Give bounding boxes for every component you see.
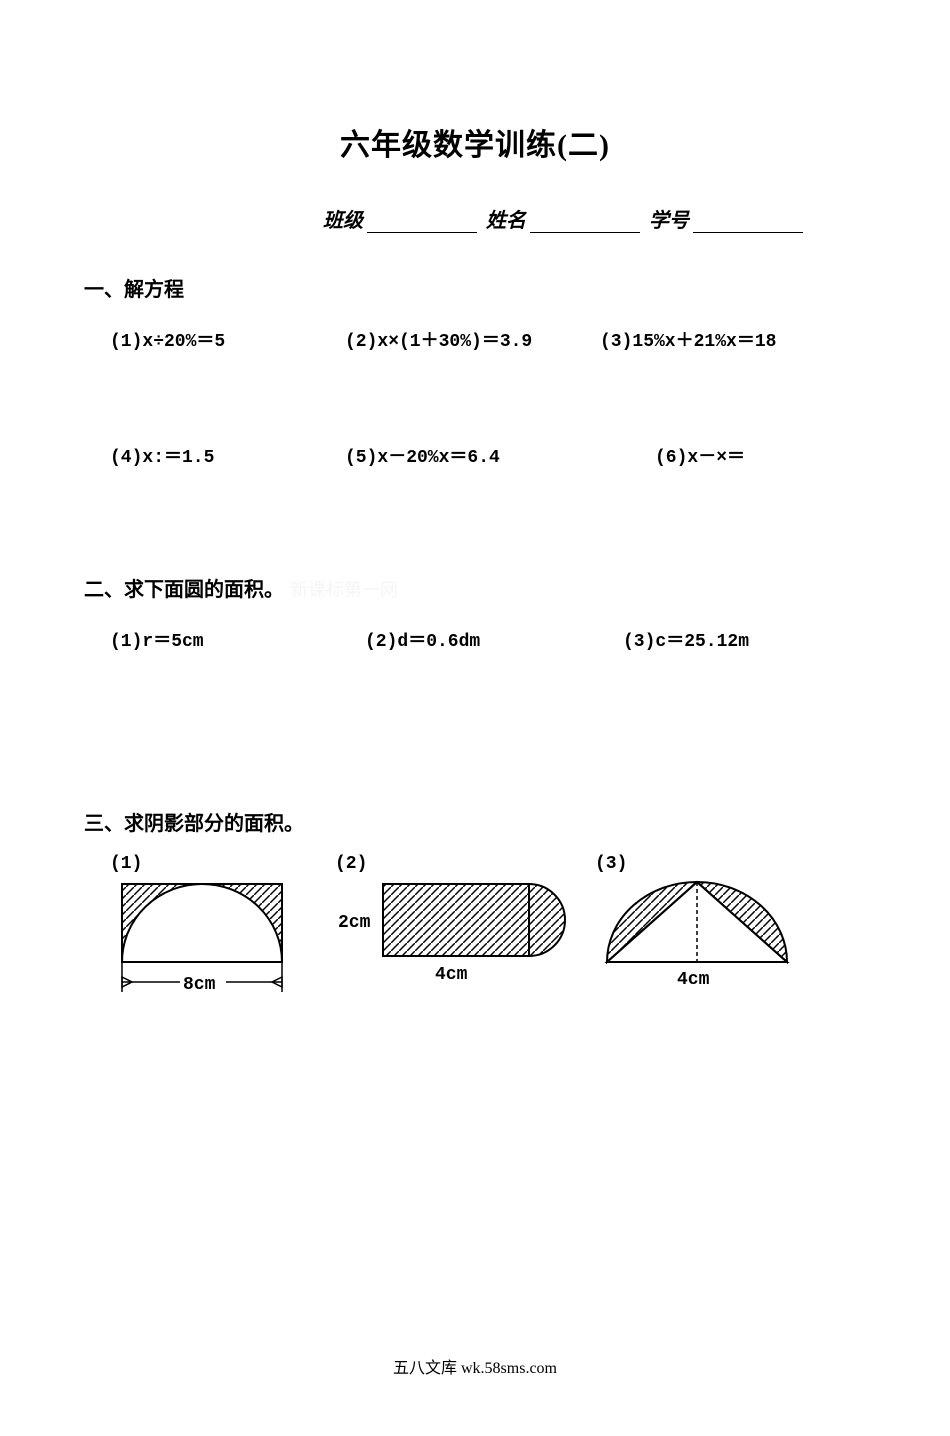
- shape-2-width: 4cm: [435, 965, 468, 985]
- shape-2-container: (2) 2cm 4cm: [335, 854, 595, 1009]
- shape-1-dim: 8cm: [183, 975, 216, 995]
- section3-row: (1) 8cm (2): [110, 854, 950, 1009]
- problem-2-2: (2)d＝0.6dm: [365, 626, 623, 652]
- problem-1-5: (5)x－20%x＝6.4: [345, 442, 600, 468]
- watermark: 新课标第一网: [290, 580, 398, 600]
- section2-title: 二、求下面圆的面积。新课标第一网: [84, 573, 950, 602]
- problem-1-2: (2)x×(1＋30%)＝3.9: [345, 326, 600, 352]
- shape-1-svg: 8cm: [110, 879, 310, 1009]
- problem-1-3: (3)15%x＋21%x＝18: [600, 326, 860, 352]
- problem-1-4: (4)x:＝1.5: [110, 442, 345, 468]
- problem-1-1: (1)x÷20%＝5: [110, 326, 345, 352]
- class-blank: [367, 232, 477, 233]
- name-blank: [530, 232, 640, 233]
- shape-1-label: (1): [110, 854, 335, 874]
- student-info: 班级 姓名 学号: [0, 204, 950, 233]
- page-title: 六年级数学训练(二): [0, 120, 950, 164]
- problem-2-3: (3)c＝25.12m: [623, 626, 823, 652]
- shape-2-label: (2): [335, 854, 595, 874]
- section1-row2: (4)x:＝1.5 (5)x－20%x＝6.4 (6)x－×＝: [110, 442, 950, 468]
- section1-row1: (1)x÷20%＝5 (2)x×(1＋30%)＝3.9 (3)15%x＋21%x…: [110, 326, 950, 352]
- section3-title: 三、求阴影部分的面积。: [84, 807, 950, 836]
- shape-3-label: (3): [595, 854, 825, 874]
- shape-3-container: (3) 4cm: [595, 854, 825, 1009]
- id-label: 学号: [649, 210, 689, 232]
- shape-2-svg: 2cm 4cm: [335, 879, 585, 994]
- id-blank: [693, 232, 803, 233]
- problem-2-1: (1)r＝5cm: [110, 626, 365, 652]
- problem-1-6: (6)x－×＝: [600, 442, 860, 468]
- section2-row: (1)r＝5cm (2)d＝0.6dm (3)c＝25.12m: [110, 626, 950, 652]
- shape-2-height: 2cm: [338, 913, 371, 933]
- shape-3-svg: 4cm: [595, 879, 815, 994]
- class-label: 班级: [323, 210, 363, 232]
- footer: 五八文库 wk.58sms.com: [0, 1354, 950, 1378]
- name-label: 姓名: [486, 210, 526, 232]
- section1-title: 一、解方程: [84, 273, 950, 302]
- shape-1-container: (1) 8cm: [110, 854, 335, 1009]
- section2-title-text: 二、求下面圆的面积。: [84, 579, 284, 601]
- shape-3-dim: 4cm: [677, 970, 710, 990]
